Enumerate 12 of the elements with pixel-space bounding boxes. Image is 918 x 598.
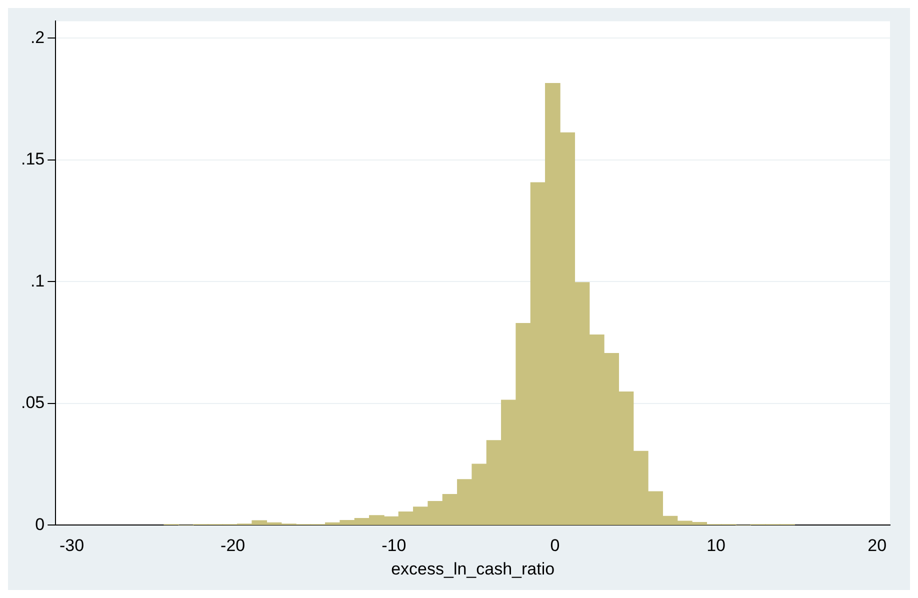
- y-tick-label: .2: [30, 28, 45, 47]
- x-tick-label: 10: [706, 536, 726, 556]
- x-tick-label: -30: [59, 536, 84, 556]
- x-tick-label: -20: [220, 536, 246, 556]
- y-tick-label: .15: [20, 150, 45, 169]
- y-tick-label: 0: [35, 514, 45, 534]
- y-tick-label: .05: [20, 393, 45, 412]
- y-tick-label: .1: [30, 271, 45, 290]
- x-tick-label: 0: [550, 536, 560, 556]
- x-tick-label: 20: [868, 536, 887, 556]
- x-tick-label: -10: [382, 536, 406, 556]
- x-axis-title: excess_ln_cash_ratio: [391, 559, 555, 578]
